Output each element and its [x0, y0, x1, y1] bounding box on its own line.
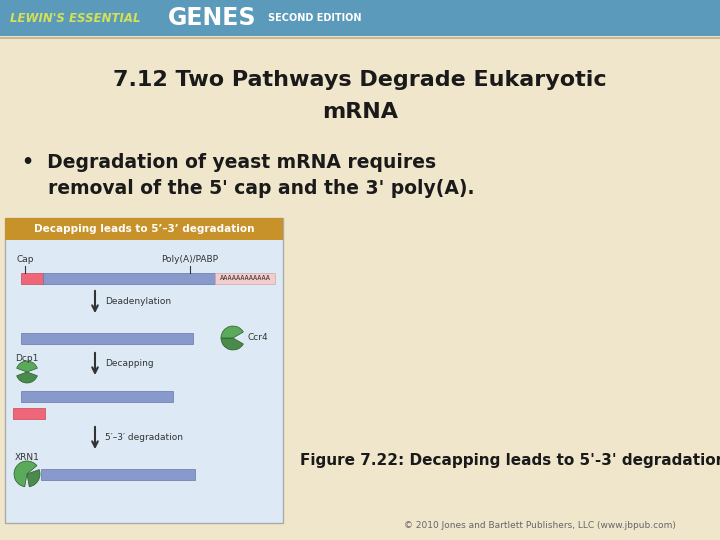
FancyBboxPatch shape — [215, 273, 275, 284]
Text: XRN1: XRN1 — [14, 454, 40, 462]
FancyBboxPatch shape — [43, 273, 215, 284]
FancyBboxPatch shape — [0, 0, 720, 36]
Text: AAAAAAAAAAAA: AAAAAAAAAAAA — [220, 275, 271, 281]
Text: Cap: Cap — [17, 255, 34, 265]
Text: 5′–3′ degradation: 5′–3′ degradation — [105, 434, 183, 442]
Wedge shape — [221, 326, 243, 338]
FancyBboxPatch shape — [5, 218, 283, 523]
Wedge shape — [14, 461, 37, 487]
FancyBboxPatch shape — [21, 333, 193, 343]
Text: •  Degradation of yeast mRNA requires: • Degradation of yeast mRNA requires — [22, 153, 436, 172]
Text: mRNA: mRNA — [322, 102, 398, 122]
Text: Poly(A)/PABP: Poly(A)/PABP — [161, 255, 218, 265]
Text: 7.12 Two Pathways Degrade Eukaryotic: 7.12 Two Pathways Degrade Eukaryotic — [113, 70, 607, 90]
Wedge shape — [17, 372, 37, 383]
FancyBboxPatch shape — [13, 408, 45, 419]
Text: Deadenylation: Deadenylation — [105, 298, 171, 307]
Text: GENES: GENES — [168, 6, 256, 30]
FancyBboxPatch shape — [5, 218, 283, 240]
Wedge shape — [17, 361, 37, 372]
Wedge shape — [27, 470, 40, 487]
Text: LEWIN'S ESSENTIAL: LEWIN'S ESSENTIAL — [10, 11, 140, 24]
Text: Dcp1: Dcp1 — [15, 354, 39, 363]
Text: removal of the 5' cap and the 3' poly(A).: removal of the 5' cap and the 3' poly(A)… — [22, 179, 474, 199]
Text: Decapping leads to 5’–3’ degradation: Decapping leads to 5’–3’ degradation — [34, 224, 254, 234]
Text: SECOND EDITION: SECOND EDITION — [268, 13, 361, 23]
Text: Ccr4: Ccr4 — [248, 334, 269, 342]
Text: Figure 7.22: Decapping leads to 5'-3' degradation.: Figure 7.22: Decapping leads to 5'-3' de… — [300, 453, 720, 468]
Wedge shape — [221, 338, 243, 350]
Text: © 2010 Jones and Bartlett Publishers, LLC (www.jbpub.com): © 2010 Jones and Bartlett Publishers, LL… — [404, 521, 676, 530]
Text: Decapping: Decapping — [105, 360, 153, 368]
FancyBboxPatch shape — [41, 469, 195, 480]
FancyBboxPatch shape — [21, 273, 43, 284]
FancyBboxPatch shape — [21, 390, 173, 402]
